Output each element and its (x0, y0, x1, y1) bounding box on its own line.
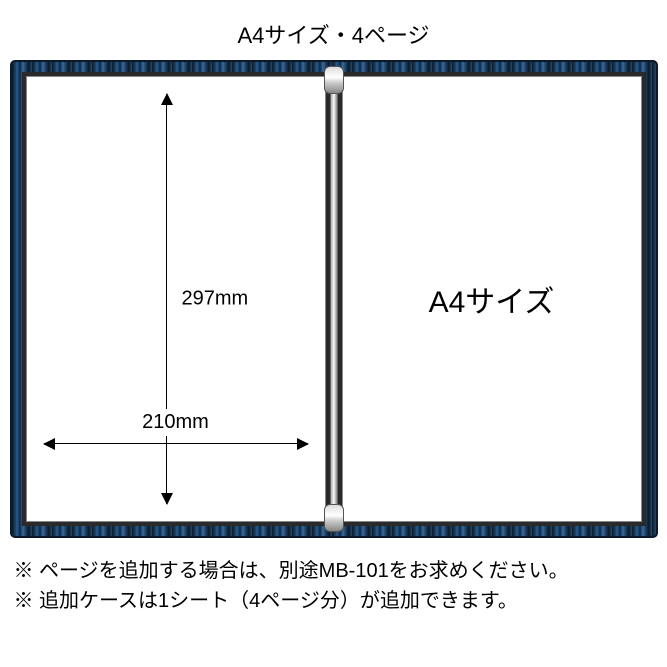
footnotes: ※ ページを追加する場合は、別途MB-101をお求めください。 ※ 追加ケースは… (14, 556, 654, 616)
spine-bar (330, 80, 338, 518)
left-page: 297mm 210mm (22, 72, 330, 526)
binder-spine (324, 66, 344, 532)
title: A4サイズ・4ページ (237, 18, 429, 50)
size-label: A4サイズ (429, 277, 555, 321)
width-dimension-line (44, 443, 308, 444)
ring-top (324, 66, 344, 94)
right-page: A4サイズ (338, 72, 646, 526)
footnote-2: ※ 追加ケースは1シート（4ページ分）が追加できます。 (14, 586, 654, 616)
width-dimension-label: 210mm (138, 409, 213, 436)
footnote-1: ※ ページを追加する場合は、別途MB-101をお求めください。 (14, 556, 654, 586)
height-dimension-label: 297mm (178, 286, 253, 313)
ring-bottom (324, 504, 344, 532)
folder-diagram: 297mm 210mm A4サイズ (10, 60, 658, 538)
